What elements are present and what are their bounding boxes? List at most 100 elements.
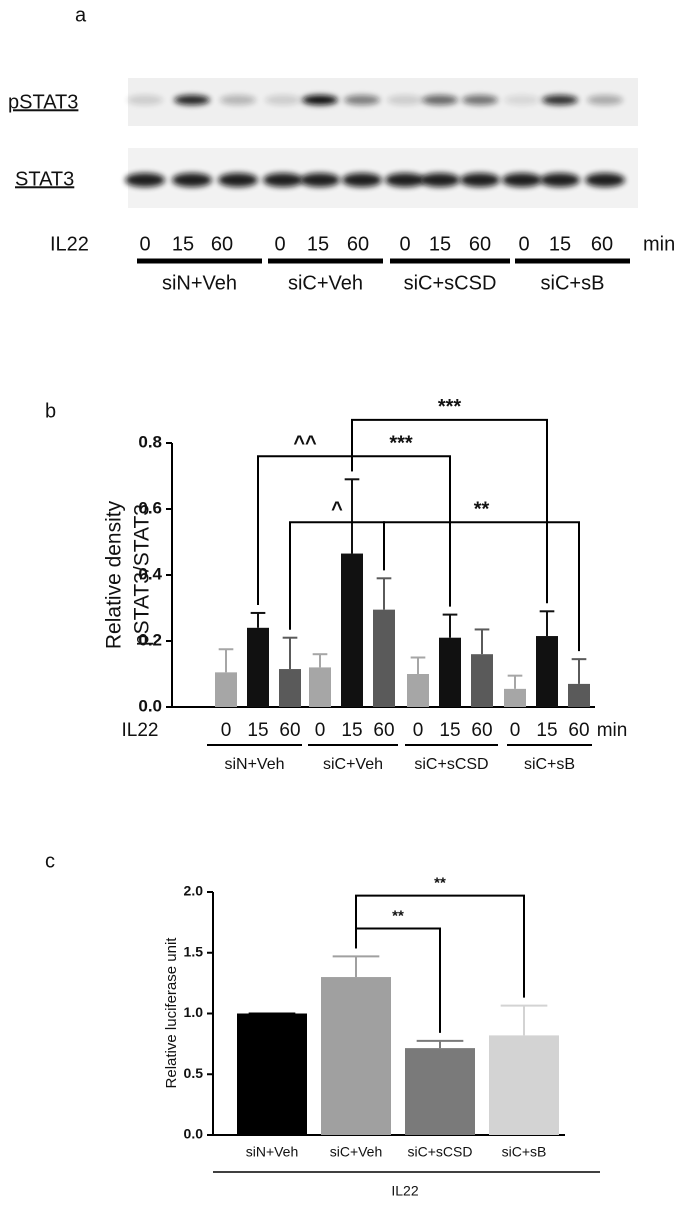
panel-label: c xyxy=(45,850,55,872)
significance-label: ** xyxy=(474,498,490,520)
y-tick-label: 2.0 xyxy=(184,883,204,899)
y-tick-label: 0.0 xyxy=(184,1126,204,1142)
group-label: siN+Veh xyxy=(224,756,284,773)
x-tick-label: 15 xyxy=(341,720,362,741)
band xyxy=(385,173,425,187)
band xyxy=(172,173,212,187)
group-label: siC+sB xyxy=(524,756,575,773)
x-tick-label: 15 xyxy=(247,720,268,741)
bar xyxy=(504,688,526,707)
significance-label: *** xyxy=(389,432,413,454)
x-axis-label: IL22 xyxy=(122,720,159,741)
band xyxy=(220,95,256,105)
x-tick-label: 60 xyxy=(568,720,589,741)
significance-label: ** xyxy=(392,907,404,924)
group-label: siC+sB xyxy=(541,272,605,294)
lane-label: 15 xyxy=(172,233,194,255)
x-tick-label: 0 xyxy=(413,720,424,741)
group-label: siC+sCSD xyxy=(414,756,488,773)
band xyxy=(342,173,382,187)
band xyxy=(460,173,500,187)
band xyxy=(540,173,580,187)
bar xyxy=(341,553,363,707)
band xyxy=(302,95,338,105)
y-tick-label: 0.4 xyxy=(138,564,162,583)
bar xyxy=(309,667,331,707)
band xyxy=(387,95,423,105)
x-tick-label: 60 xyxy=(279,720,300,741)
x-tick-label: siC+Veh xyxy=(330,1144,383,1160)
unit-label: min xyxy=(597,720,628,741)
panel-label: a xyxy=(75,4,87,26)
significance-bracket xyxy=(257,455,353,605)
band xyxy=(265,95,301,105)
bar xyxy=(247,627,269,707)
row-label: STAT3 xyxy=(15,168,74,190)
lane-label: 60 xyxy=(211,233,233,255)
x-tick-label: 15 xyxy=(439,720,460,741)
lane-label: 60 xyxy=(591,233,613,255)
band xyxy=(462,95,498,105)
group-label: siC+Veh xyxy=(288,272,363,294)
band xyxy=(504,95,540,105)
band xyxy=(344,95,380,105)
group-label: siC+sCSD xyxy=(404,272,497,294)
bar xyxy=(407,674,429,707)
band xyxy=(300,173,340,187)
y-axis-label: Relative luciferase unit xyxy=(163,937,180,1089)
panel-label: b xyxy=(45,400,56,422)
lane-label: 0 xyxy=(399,233,410,255)
y-axis-label: pSTAT3/STAT3 xyxy=(131,504,154,646)
x-tick-label: siC+sCSD xyxy=(408,1144,473,1160)
lane-label: 0 xyxy=(274,233,285,255)
band xyxy=(420,173,460,187)
y-tick-label: 0.5 xyxy=(184,1065,204,1081)
band xyxy=(422,95,458,105)
lane-label: 15 xyxy=(429,233,451,255)
bar xyxy=(279,669,301,707)
group-label: siN+Veh xyxy=(162,272,237,294)
bar xyxy=(568,683,590,707)
bar xyxy=(237,1013,307,1135)
x-tick-label: siN+Veh xyxy=(246,1144,299,1160)
y-axis-label: Relative density xyxy=(103,500,126,649)
lane-label: 15 xyxy=(307,233,329,255)
significance-label: ^ xyxy=(331,498,343,520)
x-axis-label: IL22 xyxy=(391,1183,418,1199)
lane-label: 0 xyxy=(518,233,529,255)
x-tick-label: 60 xyxy=(471,720,492,741)
x-tick-label: 0 xyxy=(315,720,326,741)
bar xyxy=(489,1035,559,1135)
x-tick-label: 0 xyxy=(510,720,521,741)
bar xyxy=(405,1048,475,1135)
bar xyxy=(439,637,461,707)
y-tick-label: 1.5 xyxy=(184,943,204,959)
significance-label: ^^ xyxy=(293,432,317,454)
bar xyxy=(321,977,391,1135)
band xyxy=(263,173,303,187)
band xyxy=(174,95,210,105)
y-tick-label: 1.0 xyxy=(184,1004,204,1020)
bar xyxy=(215,672,237,707)
x-tick-label: siC+sB xyxy=(502,1144,547,1160)
band xyxy=(125,173,165,187)
significance-bracket xyxy=(289,521,385,630)
band xyxy=(587,95,623,105)
y-tick-label: 0.0 xyxy=(138,696,162,715)
significance-bracket xyxy=(351,418,548,604)
significance-bracket xyxy=(383,521,580,652)
x-tick-label: 15 xyxy=(536,720,557,741)
band xyxy=(542,95,578,105)
x-tick-label: 0 xyxy=(221,720,232,741)
significance-label: *** xyxy=(438,396,462,418)
y-tick-label: 0.8 xyxy=(138,432,162,451)
band xyxy=(218,173,258,187)
band xyxy=(127,95,163,105)
bar xyxy=(471,654,493,707)
row-label: pSTAT3 xyxy=(8,91,78,113)
band xyxy=(502,173,542,187)
significance-bracket xyxy=(351,455,451,607)
treatment-label: IL22 xyxy=(50,233,89,255)
